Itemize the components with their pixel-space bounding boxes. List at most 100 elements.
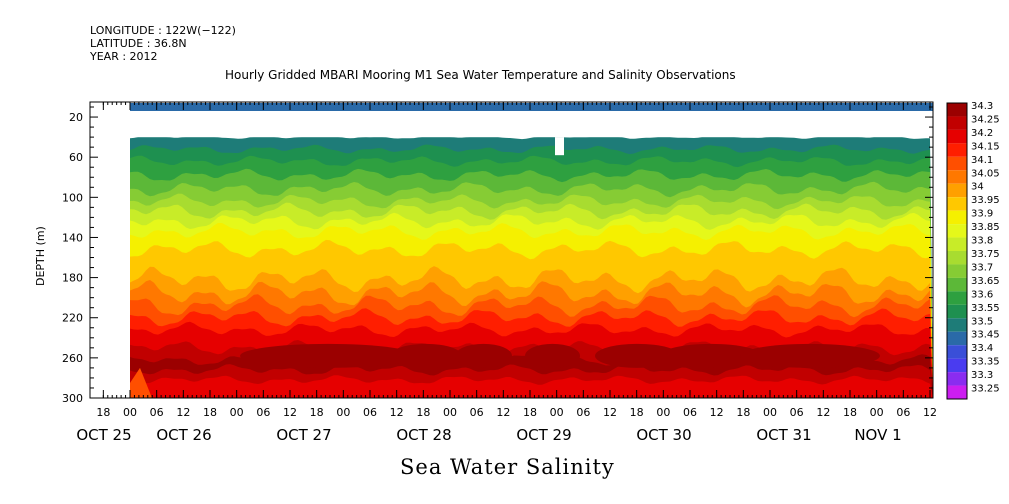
x-tick-label: 06 [256,406,270,419]
x-day-label: OCT 30 [636,426,691,444]
colorbar-swatch [947,331,967,346]
x-tick-label: 18 [736,406,750,419]
x-tick-label: 00 [230,406,244,419]
chart-title: Hourly Gridded MBARI Mooring M1 Sea Wate… [225,68,736,82]
colorbar-label: 33.6 [971,289,993,300]
salinity-band [595,343,680,368]
colorbar-label: 33.8 [971,236,993,247]
x-tick-label: 00 [336,406,350,419]
colorbar-label: 33.65 [971,276,1000,287]
colorbar-label: 34.2 [971,128,993,139]
colorbar-swatch [947,129,967,144]
colorbar-label: 33.9 [971,209,993,220]
colorbar-label: 33.4 [971,343,993,354]
surface-band [130,103,933,112]
x-tick-label: 00 [443,406,457,419]
colorbar-label: 34.05 [971,168,1000,179]
colorbar-frame [946,102,968,400]
colorbar-label: 33.35 [971,357,1000,368]
salinity-band [130,367,152,398]
latitude-label: LATITUDE : 36.8N [90,37,187,50]
y-tick-label: 220 [62,312,83,325]
x-tick-label: 12 [603,406,617,419]
colorbar-swatch [947,277,967,292]
y-tick-label: 300 [62,392,83,405]
colorbar-swatch [947,264,967,278]
longitude-label: LONGITUDE : 122W(−122) [90,24,236,37]
colorbar-swatch [947,103,967,117]
missing-data-band [130,111,933,138]
x-tick-label: 00 [550,406,564,419]
colorbar-swatch [947,170,967,184]
x-tick-label: 06 [150,406,164,419]
colorbar-label: 33.55 [971,303,1000,314]
x-day-label: OCT 26 [156,426,211,444]
x-tick-label: 06 [363,406,377,419]
y-tick-label: 60 [69,151,83,164]
y-tick-label: 260 [62,352,83,365]
x-tick-label: 18 [630,406,644,419]
y-tick-label: 180 [62,272,83,285]
colorbar-swatch [947,183,967,198]
salinity-band [660,343,762,368]
colorbar-label: 33.95 [971,195,1000,206]
y-tick-label: 100 [62,191,83,204]
colorbar-label: 34.3 [971,101,993,112]
x-tick-label: 18 [843,406,857,419]
colorbar-swatch [947,224,967,238]
x-tick-label: 12 [923,406,937,419]
x-tick-label: 12 [283,406,297,419]
colorbar-swatch [947,251,967,265]
no-data-left [90,102,130,398]
colorbar-swatch [947,116,967,130]
x-tick-label: 12 [710,406,724,419]
colorbar-label: 33.75 [971,249,1000,260]
x-day-label: OCT 31 [756,426,811,444]
x-tick-label: 00 [763,406,777,419]
salinity-band [390,343,462,368]
colorbar-label: 34.25 [971,114,1000,125]
missing-data-notch [555,137,564,156]
salinity-field [130,137,933,398]
x-tick-label: 18 [96,406,110,419]
x-day-label: OCT 29 [516,426,571,444]
colorbar-swatch [947,318,967,332]
colorbar-swatch [947,358,967,373]
x-tick-label: 06 [896,406,910,419]
x-tick-label: 18 [203,406,217,419]
salinity-band [240,343,416,368]
x-day-label: OCT 27 [276,426,331,444]
x-tick-label: 00 [656,406,670,419]
salinity-band [740,343,880,368]
colorbar-label: 34.15 [971,141,1000,152]
colorbar-label: 33.45 [971,330,1000,341]
colorbar-label: 33.7 [971,262,993,273]
y-tick-label: 140 [62,231,83,244]
y-axis-label: DEPTH (m) [34,226,47,286]
year-label: YEAR : 2012 [90,50,158,63]
y-tick-label: 20 [69,111,83,124]
x-day-label: OCT 25 [76,426,131,444]
x-tick-label: 12 [176,406,190,419]
x-tick-label: 00 [123,406,137,419]
colorbar-swatch [947,345,967,359]
colorbar-label: 33.5 [971,316,993,327]
x-day-label: NOV 1 [854,426,901,444]
colorbar-swatch [947,237,967,251]
colorbar-label: 33.3 [971,370,993,381]
x-tick-label: 18 [523,406,537,419]
salinity-band [130,375,933,398]
x-tick-label: 06 [790,406,804,419]
colorbar-label: 34 [971,182,984,193]
x-tick-label: 06 [683,406,697,419]
colorbar-label: 34.1 [971,155,993,166]
x-axis-title: Sea Water Salinity [400,455,615,479]
colorbar-swatch [947,304,967,319]
x-tick-label: 06 [470,406,484,419]
x-tick-label: 06 [576,406,590,419]
x-tick-label: 00 [870,406,884,419]
colorbar-swatch [947,372,967,386]
x-tick-label: 12 [496,406,510,419]
colorbar-label: 33.85 [971,222,1000,233]
